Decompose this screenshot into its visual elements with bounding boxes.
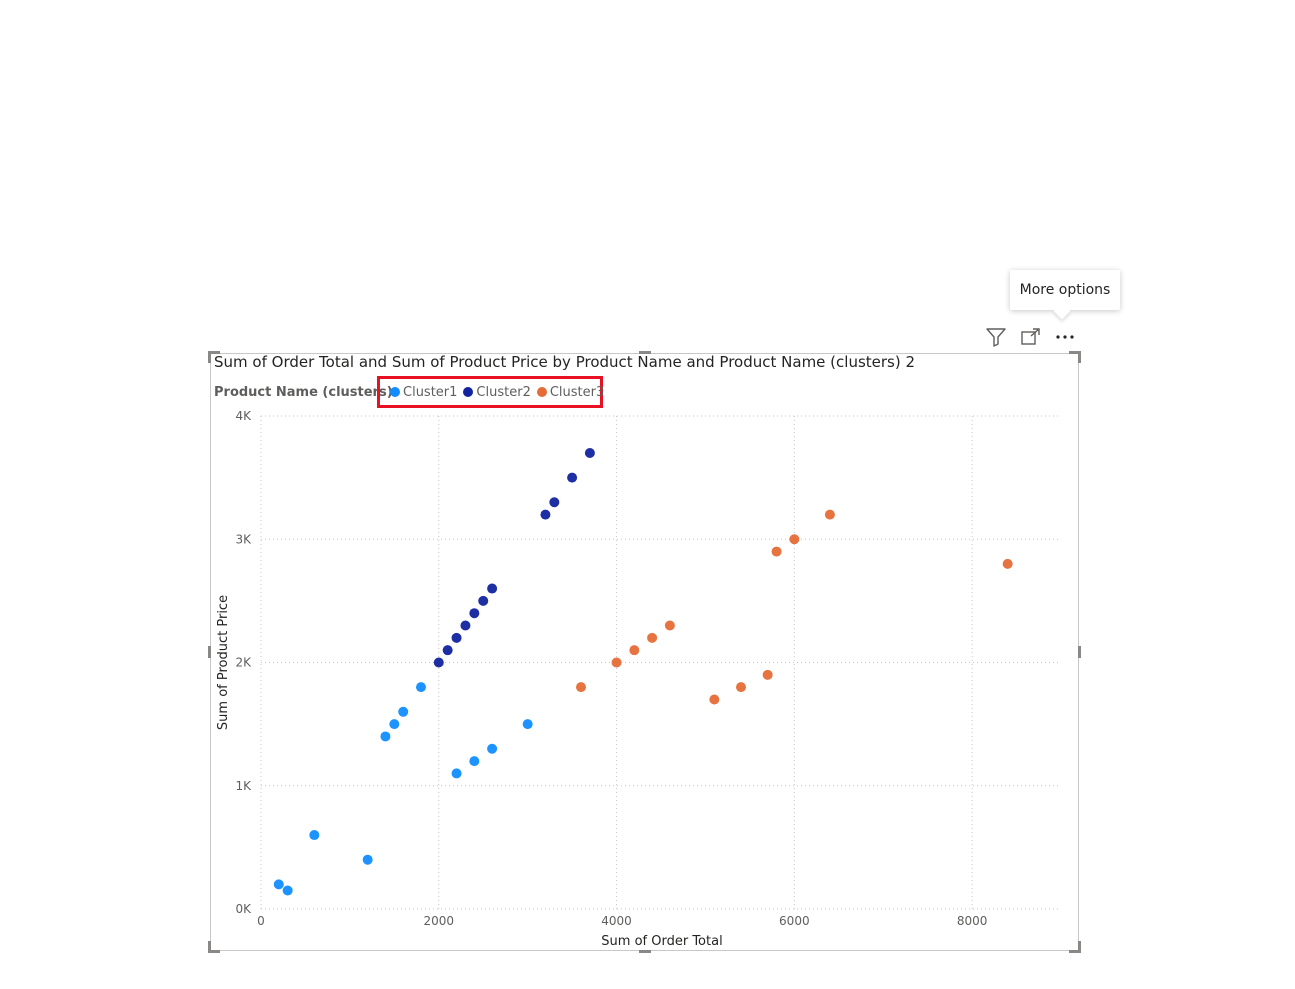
filter-icon[interactable] — [983, 326, 1009, 348]
resize-handle-bottom-left[interactable] — [208, 941, 220, 953]
y-tick-label: 1K — [235, 779, 252, 793]
resize-handle-top-right[interactable] — [1069, 351, 1081, 363]
data-point-cluster3 — [576, 682, 586, 693]
data-point-cluster2 — [540, 509, 551, 520]
data-point-cluster1 — [362, 854, 373, 865]
x-tick-label: 4000 — [601, 914, 632, 928]
data-point-cluster2 — [451, 632, 462, 643]
data-point-cluster1 — [273, 879, 284, 890]
data-point-cluster2 — [478, 595, 489, 606]
x-tick-label: 0 — [257, 914, 265, 928]
data-point-cluster1 — [282, 885, 293, 896]
data-point-cluster3 — [664, 620, 675, 631]
legend-label-cluster3: Cluster3 — [549, 384, 605, 400]
data-point-cluster2 — [549, 497, 560, 508]
data-point-cluster3 — [611, 657, 622, 668]
scatter-visual-container[interactable] — [208, 351, 1081, 953]
data-point-cluster3 — [709, 694, 720, 705]
data-point-cluster1 — [451, 768, 462, 779]
data-point-cluster1 — [389, 719, 400, 730]
y-tick-label: 2K — [235, 656, 252, 670]
resize-handle-top-left[interactable] — [208, 351, 220, 363]
data-point-cluster3 — [647, 632, 658, 643]
x-tick-label: 8000 — [957, 914, 988, 928]
legend-label-cluster2: Cluster2 — [476, 384, 531, 400]
y-axis-title: Sum of Product Price — [216, 595, 231, 730]
data-point-cluster1 — [309, 830, 320, 841]
data-point-cluster1 — [487, 743, 498, 754]
data-point-cluster3 — [771, 546, 782, 557]
y-tick-label: 4K — [235, 409, 252, 423]
chart-title: Sum of Order Total and Sum of Product Pr… — [214, 353, 916, 371]
legend-marker-cluster2 — [463, 387, 474, 397]
data-point-cluster1 — [469, 756, 480, 767]
y-tick-label: 0K — [235, 902, 252, 916]
data-point-cluster3 — [789, 534, 800, 545]
data-point-cluster3 — [629, 645, 640, 656]
data-point-cluster2 — [584, 447, 595, 458]
more-options-icon[interactable] — [1052, 326, 1078, 348]
data-point-cluster3 — [736, 682, 746, 693]
data-point-cluster1 — [522, 719, 533, 730]
resize-handle-bottom-right[interactable] — [1069, 941, 1081, 953]
data-point-cluster2 — [460, 620, 471, 631]
resize-handle-top[interactable] — [639, 351, 651, 354]
y-tick-label: 3K — [235, 532, 252, 546]
x-tick-label: 6000 — [779, 914, 810, 928]
legend: Cluster1 Cluster2 Cluster3 — [377, 376, 605, 408]
more-options-tooltip: More options — [1010, 270, 1120, 310]
legend-item-cluster3[interactable]: Cluster3 — [536, 384, 605, 400]
data-point-cluster1 — [380, 731, 391, 742]
legend-marker-cluster3 — [536, 387, 547, 397]
legend-title: Product Name (clusters) — [214, 385, 393, 400]
data-point-cluster3 — [762, 669, 773, 680]
data-point-cluster3 — [824, 509, 835, 520]
legend-item-cluster1[interactable]: Cluster1 — [390, 385, 457, 400]
resize-handle-right[interactable] — [1078, 646, 1081, 658]
legend-marker-cluster1 — [390, 387, 400, 397]
visual-header — [982, 326, 1082, 348]
data-point-cluster2 — [433, 657, 444, 668]
data-point-cluster3 — [1002, 558, 1013, 569]
resize-handle-bottom[interactable] — [639, 950, 651, 953]
legend-item-cluster2[interactable]: Cluster2 — [463, 384, 531, 400]
data-point-cluster2 — [487, 583, 498, 594]
focus-mode-icon[interactable] — [1018, 326, 1044, 348]
data-point-cluster2 — [469, 608, 480, 619]
x-axis-title: Sum of Order Total — [601, 934, 722, 949]
resize-handle-left[interactable] — [208, 646, 211, 658]
data-point-cluster1 — [416, 682, 426, 693]
data-point-cluster1 — [398, 706, 409, 717]
x-tick-label: 2000 — [424, 914, 455, 928]
data-point-cluster2 — [442, 645, 453, 656]
tooltip-text: More options — [1019, 282, 1111, 298]
data-point-cluster2 — [567, 472, 578, 483]
legend-label-cluster1: Cluster1 — [403, 384, 458, 400]
